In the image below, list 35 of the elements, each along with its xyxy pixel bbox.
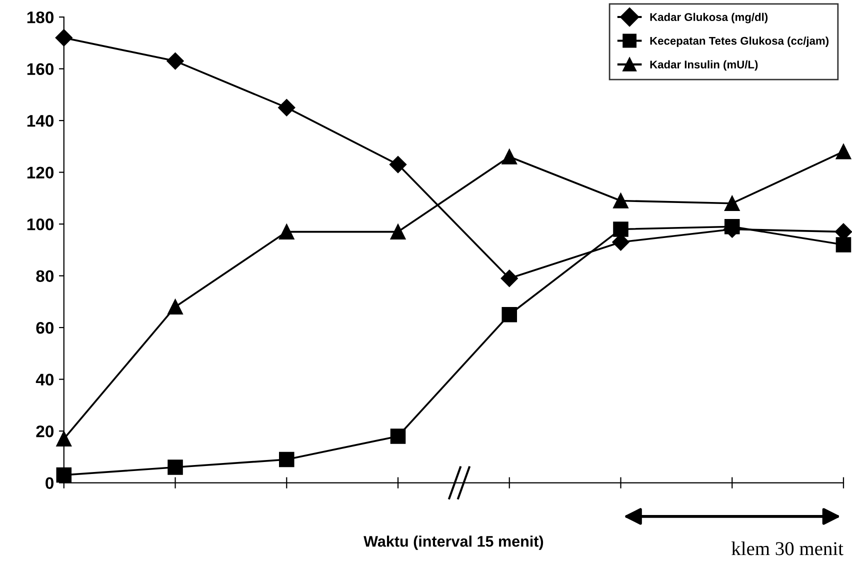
- point: [500, 270, 518, 287]
- y-tick-label: 0: [46, 477, 54, 490]
- y-tick-label: 60: [36, 322, 54, 334]
- point: [613, 193, 628, 208]
- y-tick-label: 100: [27, 218, 54, 230]
- point: [278, 99, 296, 116]
- point: [56, 467, 72, 483]
- point: [55, 29, 72, 46]
- point: [168, 299, 183, 314]
- y-tick-label: 40: [36, 374, 54, 386]
- point: [836, 144, 852, 160]
- point: [502, 149, 518, 164]
- point: [613, 222, 628, 237]
- point: [168, 460, 183, 475]
- y-tick-label: 80: [36, 270, 54, 282]
- y-tick-label: 160: [27, 63, 54, 75]
- point: [390, 224, 406, 240]
- point: [836, 237, 852, 252]
- legend-label: Kecepatan Tetes Glukosa (cc/jam): [650, 36, 828, 47]
- text: klem 30 menit: [732, 542, 844, 556]
- point: [389, 156, 407, 174]
- legend-label: Kadar Insulin (mU/L): [650, 60, 758, 71]
- point: [390, 428, 406, 444]
- point: [56, 431, 72, 446]
- point: [166, 52, 184, 70]
- y-tick-label: 180: [27, 11, 54, 24]
- y-tick-label: 140: [27, 114, 54, 127]
- y-tick-label: 20: [36, 425, 54, 438]
- y-tick-label: 120: [27, 166, 54, 178]
- legend-label: Kadar Glukosa (mg/dl): [650, 12, 768, 24]
- point: [279, 452, 294, 468]
- x-axis-title: Waktu (interval 15 menit): [364, 536, 544, 550]
- point: [724, 196, 740, 211]
- point: [279, 224, 294, 240]
- point: [502, 306, 518, 322]
